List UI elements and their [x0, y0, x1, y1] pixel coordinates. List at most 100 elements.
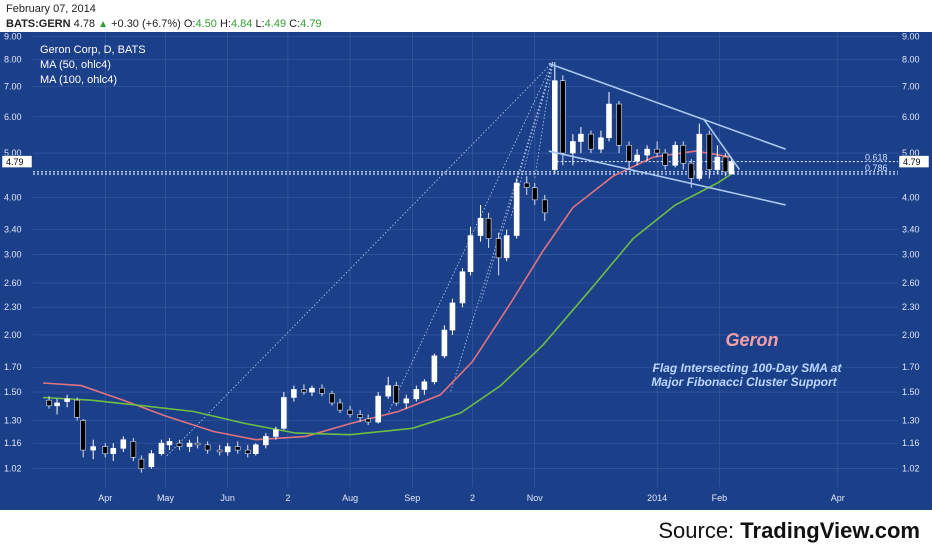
candle-body [616, 103, 622, 146]
candle-body [166, 441, 173, 446]
trendline [548, 62, 786, 150]
ytick-right: 7.00 [902, 81, 920, 91]
candle-body [495, 238, 502, 259]
time-axis-labels: Apr May Jun 2 Aug Sep 2 Nov 2014 Feb Apr [98, 493, 845, 503]
fib-level-label: 0.618 [865, 153, 888, 163]
xtick-label: 2 [285, 493, 290, 503]
symbol-label: BATS:GERN [6, 18, 71, 30]
candle-body [291, 389, 297, 398]
moving-average-lines [42, 150, 732, 441]
xtick-label: Apr [831, 493, 845, 503]
candle-body [224, 446, 231, 453]
trendline [702, 118, 741, 171]
xtick-label: Nov [527, 493, 544, 503]
candle-body [281, 397, 287, 429]
candle-body [413, 389, 420, 400]
candle-body [80, 420, 86, 451]
candle-body [467, 235, 474, 273]
candle-body [570, 141, 576, 154]
candle-body [714, 156, 721, 170]
candle-body [64, 398, 70, 402]
candle-body [421, 381, 428, 390]
candle-body [634, 154, 640, 162]
last-price: 4.78 [73, 18, 96, 30]
legend-title: Geron Corp, D, BATS [40, 44, 146, 56]
ytick-right: 2.60 [902, 278, 920, 288]
candle-body [347, 409, 353, 415]
candle-body [552, 80, 558, 170]
candle-body [273, 429, 279, 437]
candle-body [541, 199, 548, 214]
candle-body [722, 156, 729, 173]
candle-body [263, 436, 269, 446]
candle-body [301, 389, 307, 393]
candle-body [158, 442, 165, 454]
candle-body [309, 387, 315, 393]
ytick-left: 2.60 [4, 278, 22, 288]
candle-body [216, 449, 223, 453]
xtick-label: Aug [342, 493, 358, 503]
ytick-right: 3.00 [902, 249, 920, 259]
candle-body [523, 182, 530, 188]
price-marker-text: 4.79 [903, 157, 921, 167]
ytick-right: 1.16 [902, 438, 920, 448]
ohlc-readout: BATS:GERN 4.78 ▲ +0.30 (+6.7%) O:4.50 H:… [6, 18, 322, 30]
source-name: TradingView.com [740, 518, 920, 543]
ytick-left: 1.16 [4, 438, 22, 448]
candle-body [46, 399, 52, 407]
candle-body [503, 235, 510, 259]
low-value: 4.49 [264, 18, 287, 30]
candle-body [662, 152, 668, 166]
ytick-left: 6.00 [4, 112, 22, 122]
candle-body [176, 442, 183, 447]
ytick-right: 1.30 [902, 416, 920, 426]
trendlines [548, 62, 786, 206]
ytick-right: 2.30 [902, 302, 920, 312]
ytick-left: 1.70 [4, 362, 22, 372]
ytick-left: 9.00 [4, 32, 22, 41]
candle-body [74, 399, 80, 418]
time-axis[interactable] [33, 487, 898, 510]
candle-body [606, 103, 612, 139]
candle-body [728, 161, 735, 175]
candle-body [337, 402, 343, 411]
high-label: H: [219, 18, 231, 30]
candle-body [449, 302, 456, 331]
right-price-axis[interactable] [898, 32, 932, 510]
candle-body [130, 441, 137, 458]
ytick-left: 8.00 [4, 55, 22, 65]
xtick-label: Feb [712, 493, 728, 503]
xtick-label: 2 [470, 493, 475, 503]
price-axis-labels: 1.02 1.02 1.16 1.16 1.30 1.30 1.50 1.50 1.70 1.70… [4, 32, 920, 474]
ytick-left: 2.00 [4, 330, 22, 340]
open-value: 4.50 [195, 18, 217, 30]
price-marker-text: 4.79 [6, 157, 24, 167]
close-label: C: [289, 18, 301, 30]
xtick-label: Jun [220, 493, 235, 503]
candle-body [90, 446, 97, 451]
candle-body [485, 217, 492, 239]
source-prefix: Source: [658, 518, 741, 543]
ytick-left: 1.30 [4, 416, 22, 426]
ma50-line [42, 150, 732, 441]
candle-body [531, 187, 538, 201]
candle-body [357, 414, 363, 418]
plot-area[interactable] [33, 32, 898, 510]
candle-body [560, 80, 566, 154]
ytick-left: 3.40 [4, 225, 22, 235]
candle-body [234, 446, 241, 451]
candle-body [120, 439, 127, 449]
annotation-title: Geron [725, 330, 778, 350]
ytick-right: 2.00 [902, 330, 920, 340]
candle-body [194, 442, 201, 446]
candle-body [365, 418, 371, 423]
candle-body [54, 402, 60, 407]
left-price-axis[interactable] [0, 32, 33, 510]
ytick-right: 5.00 [902, 148, 920, 158]
candle-body [403, 398, 410, 404]
ytick-right: 1.02 [902, 464, 920, 474]
ytick-right: 8.00 [902, 55, 920, 65]
ytick-right: 1.50 [902, 387, 920, 397]
ytick-right: 1.70 [902, 362, 920, 372]
